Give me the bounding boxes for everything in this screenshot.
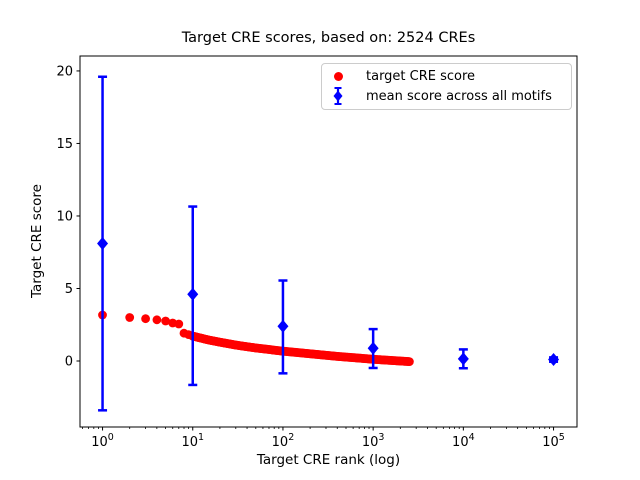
- red-data-point: [152, 315, 162, 325]
- mean-diamond: [277, 319, 289, 333]
- x-axis-label: Target CRE rank (log): [256, 452, 401, 468]
- blue-diamond-errorbar-icon: [322, 86, 354, 106]
- red-data-point: [125, 313, 135, 322]
- mean-diamond: [97, 237, 109, 251]
- red-data-point: [405, 357, 414, 366]
- y-axis-ticks: 0 5 10 15 20: [56, 64, 80, 370]
- x-axis-ticks: 100 101 102 103 104 105: [91, 427, 565, 450]
- x-tick-label: 101: [181, 432, 204, 450]
- x-tick-label: 102: [272, 432, 295, 450]
- mean-diamond: [187, 287, 199, 301]
- x-tick-label: 103: [362, 432, 385, 450]
- blue-series: [97, 75, 560, 412]
- y-tick-label: 5: [65, 282, 73, 297]
- y-tick-label: 10: [56, 209, 73, 224]
- y-tick-label: 0: [65, 355, 73, 370]
- x-tick-label: 100: [91, 432, 114, 450]
- x-tick-label: 105: [542, 432, 565, 450]
- x-tick-label: 104: [452, 432, 475, 450]
- axes-frame: [79, 55, 578, 428]
- legend-label: target CRE score: [366, 69, 476, 84]
- red-data-point: [174, 319, 184, 329]
- mean-diamond: [457, 352, 469, 366]
- red-series: [98, 310, 414, 366]
- red-data-point: [161, 316, 171, 326]
- legend-entry-target-cre-score: target CRE score: [322, 67, 571, 86]
- legend: target CRE score mean score across all m…: [321, 63, 572, 110]
- y-tick-label: 20: [56, 64, 73, 79]
- y-tick-label: 15: [56, 137, 73, 152]
- chart-title: Target CRE scores, based on: 2524 CREs: [181, 30, 476, 46]
- mean-diamond: [367, 341, 379, 355]
- legend-label: mean score across all motifs: [366, 88, 552, 104]
- mean-diamond: [548, 353, 560, 367]
- red-data-point: [141, 314, 151, 324]
- x-axis-minor-ticks: [82, 427, 550, 429]
- legend-entry-mean-score: mean score across all motifs: [322, 86, 571, 106]
- red-circle-icon: [322, 72, 354, 81]
